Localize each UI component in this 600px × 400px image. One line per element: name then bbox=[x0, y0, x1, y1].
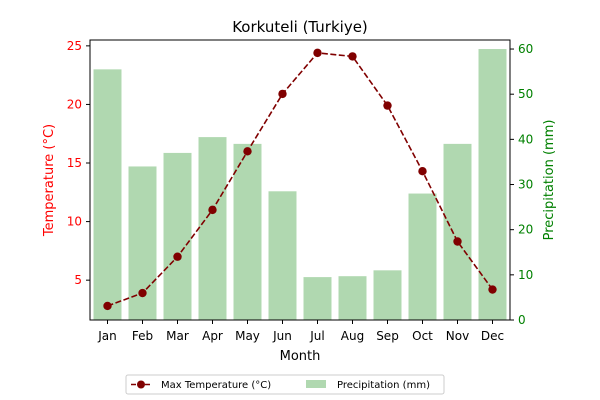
precipitation-bar-sep bbox=[373, 270, 402, 320]
y-left-tick-label: 15 bbox=[67, 156, 82, 170]
chart-title: Korkuteli (Turkiye) bbox=[232, 18, 368, 36]
x-tick-label: Jun bbox=[272, 329, 292, 343]
y-left-tick-label: 5 bbox=[74, 273, 82, 287]
y-right-tick-label: 30 bbox=[518, 178, 533, 192]
x-tick-label: Nov bbox=[446, 329, 469, 343]
precipitation-bar-aug bbox=[338, 276, 367, 320]
y-right-tick-label: 60 bbox=[518, 42, 533, 56]
legend-line-dot bbox=[137, 380, 145, 389]
y-right-tick-label: 40 bbox=[518, 132, 533, 146]
precipitation-bar-apr bbox=[198, 137, 227, 320]
precipitation-bar-jul bbox=[303, 277, 332, 320]
bars-layer bbox=[93, 49, 507, 321]
x-tick-label: Oct bbox=[412, 329, 433, 343]
y-right-tick-label: 10 bbox=[518, 268, 533, 282]
legend-box bbox=[125, 374, 445, 395]
precipitation-bar-mar bbox=[163, 152, 192, 320]
precipitation-bar-jun bbox=[268, 191, 297, 320]
x-tick-label: Feb bbox=[132, 329, 153, 343]
x-axis-ticks: Jan Feb Mar Apr May Jun Jul Aug Sep Oct Nov Dec bbox=[97, 320, 504, 343]
y-left-tick-label: 25 bbox=[67, 39, 82, 53]
temperature-point-sep bbox=[383, 101, 392, 110]
legend: Max Temperature (°C) Precipitation (mm) bbox=[125, 374, 445, 395]
temperature-point-dec bbox=[488, 285, 497, 294]
temperature-line bbox=[107, 52, 494, 307]
x-tick-label: Jul bbox=[309, 329, 324, 343]
x-tick-label: Mar bbox=[166, 329, 189, 343]
x-tick-label: Dec bbox=[481, 329, 504, 343]
temperature-point-nov bbox=[453, 237, 462, 246]
precipitation-bar-dec bbox=[478, 49, 507, 320]
precipitation-bar-may bbox=[233, 143, 262, 320]
y-right-axis-label: Precipitation (mm) bbox=[542, 120, 557, 241]
y-left-axis-ticks: 5 10 15 20 25 bbox=[67, 39, 90, 287]
temperature-point-jul bbox=[313, 48, 322, 58]
legend-bar-swatch bbox=[306, 380, 326, 388]
x-tick-label: Sep bbox=[376, 329, 399, 343]
y-right-tick-label: 50 bbox=[518, 87, 533, 101]
legend-label-temperature: Max Temperature (°C) bbox=[161, 380, 271, 391]
temperature-point-apr bbox=[208, 205, 217, 215]
x-tick-label: May bbox=[235, 329, 260, 343]
y-right-tick-label: 0 bbox=[518, 313, 526, 327]
precipitation-bar-nov bbox=[443, 143, 472, 320]
temperature-point-jun bbox=[278, 89, 287, 99]
y-left-tick-label: 20 bbox=[67, 97, 82, 111]
y-left-tick-label: 10 bbox=[67, 215, 82, 229]
line-layer bbox=[103, 48, 497, 311]
precipitation-bar-jan bbox=[93, 69, 122, 321]
precipitation-bar-oct bbox=[408, 193, 437, 320]
legend-label-precipitation: Precipitation (mm) bbox=[337, 380, 430, 391]
x-tick-label: Aug bbox=[341, 329, 364, 343]
x-axis-label: Month bbox=[280, 349, 321, 364]
temperature-point-feb bbox=[138, 288, 147, 298]
temperature-point-aug bbox=[348, 52, 357, 61]
y-left-axis-label: Temperature (°C) bbox=[42, 124, 57, 237]
x-tick-label: Jan bbox=[97, 329, 117, 343]
temperature-point-jan bbox=[103, 301, 112, 311]
temperature-point-mar bbox=[173, 252, 182, 261]
plot-frame bbox=[89, 39, 511, 321]
temperature-point-oct bbox=[418, 167, 427, 176]
temperature-point-may bbox=[243, 147, 252, 156]
x-tick-label: Apr bbox=[202, 329, 223, 343]
y-right-tick-label: 20 bbox=[518, 223, 533, 237]
y-right-axis-ticks: 0 10 20 30 40 50 60 bbox=[510, 42, 533, 327]
